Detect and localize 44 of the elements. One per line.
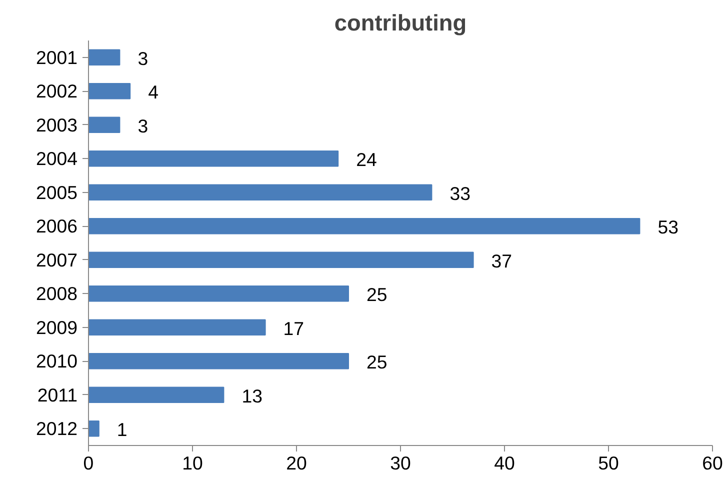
y-tick-label: 2011 [37,384,78,406]
data-label: 37 [491,250,512,272]
data-label: 13 [242,385,262,406]
y-tick-label: 2001 [36,46,78,68]
data-label: 4 [148,82,158,103]
y-tick-label: 2006 [36,216,78,237]
bar [88,184,432,200]
y-tick-label: 2005 [36,182,78,203]
x-tick-label: 40 [494,452,515,474]
data-label: 25 [366,352,388,373]
x-tick-label: 0 [83,452,94,474]
data-label: 3 [138,48,148,69]
y-tick-label: 2010 [36,350,78,372]
x-tick-label: 10 [182,452,203,474]
y-tick-label: 2004 [36,148,78,170]
y-tick-label: 2007 [36,249,78,270]
data-label: 1 [116,419,128,440]
bar [88,83,131,100]
x-tick-label: 60 [702,452,723,474]
x-tick-label: 50 [598,452,619,474]
x-tick-label: 30 [390,452,411,474]
bar [88,286,349,302]
bar [88,353,349,370]
bar [88,218,640,234]
bar [88,319,266,336]
y-tick-label: 2002 [36,80,78,102]
data-label: 17 [283,318,304,339]
y-tick-label: 2008 [36,283,78,304]
y-tick-label: 2009 [36,316,78,338]
data-label: 33 [450,182,470,204]
bar [88,386,224,403]
bar [88,252,474,268]
bar [88,150,339,167]
bar [88,49,120,66]
bar [88,420,100,437]
data-label: 53 [658,216,678,238]
data-label: 24 [356,149,377,170]
chart-title: contributing [334,10,467,36]
y-tick-label: 2003 [36,114,78,136]
y-tick-label: 2012 [36,418,78,440]
x-tick-label: 20 [286,452,307,474]
bar [88,116,120,133]
data-label: 25 [366,284,388,306]
data-label: 3 [138,115,148,136]
